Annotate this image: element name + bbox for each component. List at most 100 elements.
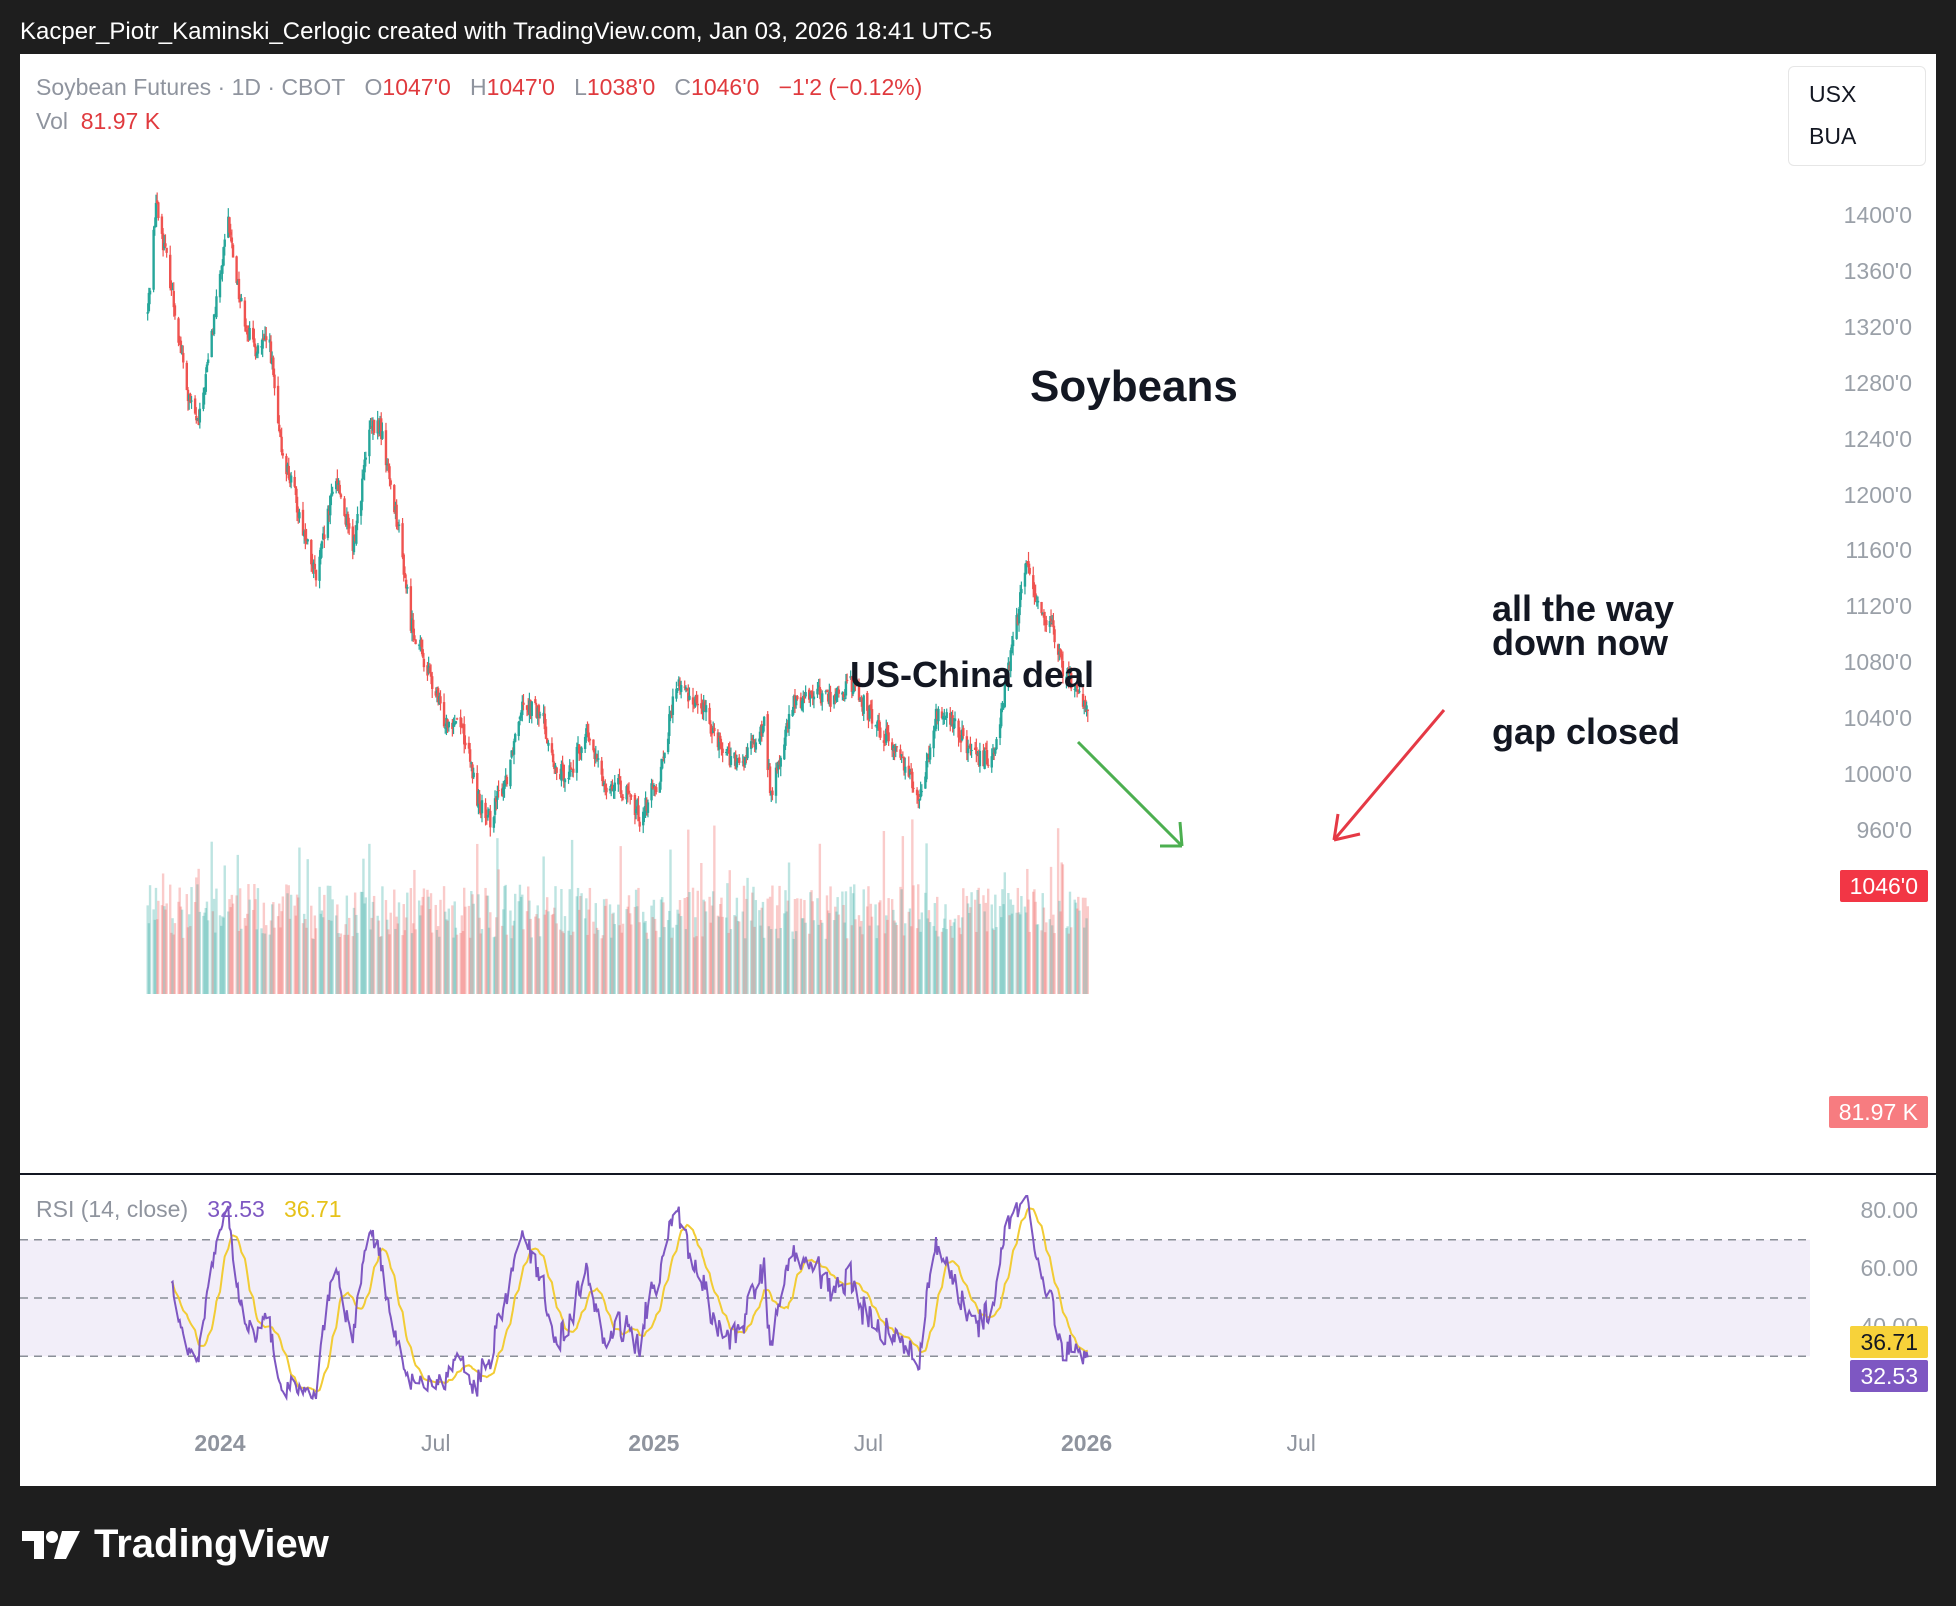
candle-body <box>330 493 333 497</box>
candle-body <box>990 756 993 768</box>
volume-bar <box>419 915 422 994</box>
volume-bar <box>359 891 363 994</box>
candle-body <box>185 362 189 391</box>
volume-bar <box>413 869 416 994</box>
volume-bar <box>890 899 894 994</box>
volume-bar <box>538 936 542 994</box>
symbol-legend[interactable]: Soybean Futures · 1D · CBOT O1047'0 H104… <box>36 74 922 101</box>
candle-body <box>804 692 807 697</box>
deal-annotation[interactable]: US-China deal <box>850 654 1095 695</box>
volume-bar <box>976 889 979 994</box>
volume-bar <box>530 937 533 994</box>
volume-bar <box>229 907 232 994</box>
candle-body <box>572 768 575 773</box>
candle-body <box>587 732 590 741</box>
candle-body <box>578 744 581 754</box>
candle-body <box>530 701 533 716</box>
candle-body <box>1049 618 1053 622</box>
volume-bar <box>1042 907 1046 994</box>
candle-body <box>261 338 264 349</box>
candle-body <box>1034 593 1037 600</box>
volume-bar <box>230 894 234 994</box>
volume-bar <box>251 909 255 994</box>
volume-bar <box>452 937 455 994</box>
volume-bar <box>346 934 350 994</box>
volume-bar <box>1053 933 1056 994</box>
volume-bar <box>404 917 408 994</box>
candle-body <box>551 753 555 763</box>
volume-bar <box>644 920 647 994</box>
candle-body <box>363 459 366 473</box>
volume-bar <box>260 928 263 994</box>
volume-bar <box>361 891 364 994</box>
volume-bar <box>793 898 797 994</box>
volume-bar <box>992 929 996 994</box>
volume-bar <box>329 885 332 994</box>
volume-bar <box>313 915 317 994</box>
candle-body <box>1065 676 1068 680</box>
volume-bar <box>403 930 407 994</box>
volume-bar <box>693 937 696 994</box>
volume-bar <box>845 938 849 994</box>
chart-title-annotation[interactable]: Soybeans <box>1030 362 1238 411</box>
volume-bar <box>351 936 354 994</box>
volume-bar <box>155 919 159 994</box>
volume-bar <box>912 885 915 994</box>
candle-body <box>663 752 666 759</box>
candle-body <box>1015 615 1018 639</box>
volume-bar <box>502 909 505 994</box>
candle-body <box>994 748 997 754</box>
volume-bar <box>480 928 484 994</box>
volume-bar <box>537 918 541 994</box>
tradingview-brand[interactable]: TradingView <box>22 1522 329 1567</box>
candle-body <box>943 717 946 719</box>
candle-body <box>812 696 816 700</box>
volume-bar <box>344 924 347 994</box>
volume-bar <box>152 909 155 994</box>
rsi-legend[interactable]: RSI (14, close) 32.53 36.71 <box>36 1196 342 1223</box>
volume-bar <box>586 934 589 994</box>
volume-bar <box>753 926 756 994</box>
volume-bar <box>1026 868 1029 994</box>
unit-selector[interactable]: USX BUA <box>1788 66 1926 166</box>
volume-bar <box>982 895 985 994</box>
price-chart[interactable] <box>20 54 1936 1486</box>
high-label: H <box>469 74 487 100</box>
chart-panel[interactable]: Soybean Futures · 1D · CBOT O1047'0 H104… <box>20 54 1936 1486</box>
volume-bar <box>824 938 827 994</box>
volume-bar <box>834 906 837 994</box>
volume-bar <box>568 889 571 994</box>
candle-body <box>387 464 390 466</box>
volume-bar <box>265 925 268 994</box>
down-annotation[interactable]: all the way down now <box>1492 591 1674 661</box>
volume-bar <box>792 938 795 994</box>
volume-bar <box>835 911 838 994</box>
volume-bar <box>941 927 945 994</box>
volume-bar <box>735 897 739 994</box>
gap-annotation[interactable]: gap closed <box>1492 711 1681 752</box>
volume-bar <box>444 911 447 994</box>
volume-bar <box>479 933 483 994</box>
volume-bar <box>983 911 986 994</box>
open-label: O <box>364 74 383 100</box>
candle-body <box>917 793 920 801</box>
volume-legend[interactable]: Vol 81.97 K <box>36 108 160 135</box>
volume-bar <box>876 925 880 994</box>
volume-bar <box>786 900 790 994</box>
volume-bar <box>495 917 498 994</box>
candle-body <box>620 795 624 798</box>
volume-bar <box>204 907 207 994</box>
volume-bar <box>280 911 283 994</box>
candle-body <box>563 779 567 783</box>
candle-body <box>978 750 982 767</box>
candle-body <box>359 501 363 516</box>
volume-bar <box>596 929 600 994</box>
volume-bar <box>918 919 921 994</box>
candle-body <box>537 705 541 718</box>
volume-bar <box>1003 872 1007 994</box>
volume-bar <box>1017 912 1021 994</box>
volume-bar <box>645 932 648 994</box>
volume-bar <box>688 892 691 994</box>
brand-name: TradingView <box>94 1522 329 1566</box>
candle-body <box>746 747 749 759</box>
